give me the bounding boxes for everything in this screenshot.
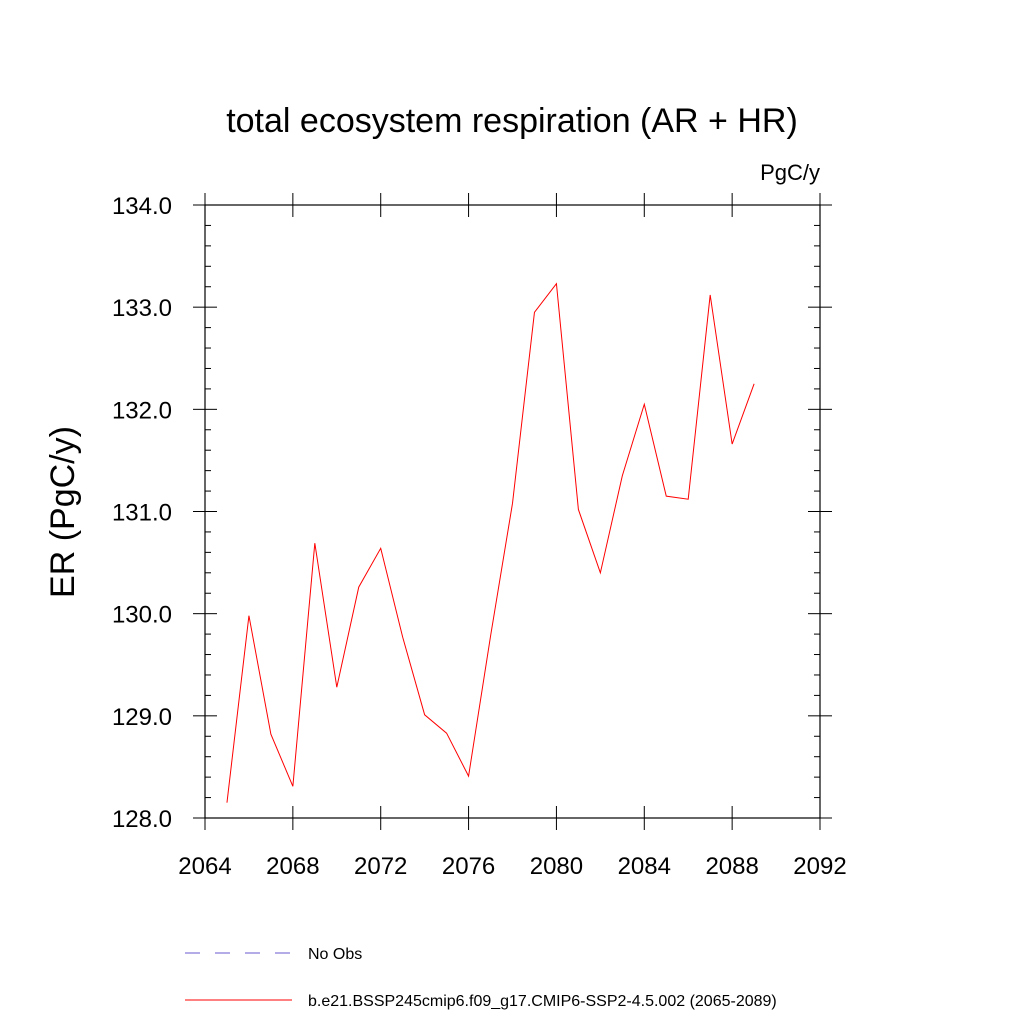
x-tick-label: 2076 [442, 853, 495, 880]
chart-title: total ecosystem respiration (AR + HR) [226, 102, 798, 140]
x-tick-label: 2068 [266, 853, 319, 880]
legend-label-model: b.e21.BSSP245cmip6.f09_g17.CMIP6-SSP2-4.… [308, 993, 777, 1010]
y-tick-label: 128.0 [112, 806, 172, 833]
axis-tick-labels: 2064 2068 2072 2076 2080 2084 2088 2092 128.0 129… [112, 193, 847, 880]
series-group [226, 282, 755, 803]
units-label: PgC/y [760, 160, 820, 185]
plot-frame [204, 204, 821, 819]
y-tick-label: 134.0 [112, 193, 172, 220]
series-line-0 [226, 282, 755, 803]
x-tick-label: 2084 [618, 853, 671, 880]
x-tick-label: 2064 [178, 853, 231, 880]
y-tick-label: 129.0 [112, 704, 172, 731]
y-tick-label: 132.0 [112, 397, 172, 424]
y-tick-label: 131.0 [112, 500, 172, 527]
axis-ticks [193, 193, 832, 830]
legend-label-no-obs: No Obs [308, 946, 362, 963]
y-axis-label: ER (PgC/y) [44, 426, 82, 598]
x-tick-label: 2080 [530, 853, 583, 880]
legend: No Obs b.e21.BSSP245cmip6.f09_g17.CMIP6-… [185, 946, 777, 1010]
y-tick-label: 130.0 [112, 602, 172, 629]
x-tick-label: 2072 [354, 853, 407, 880]
x-tick-label: 2088 [705, 853, 758, 880]
plot-border [204, 204, 821, 819]
x-tick-label: 2092 [793, 853, 846, 880]
y-tick-label: 133.0 [112, 295, 172, 322]
